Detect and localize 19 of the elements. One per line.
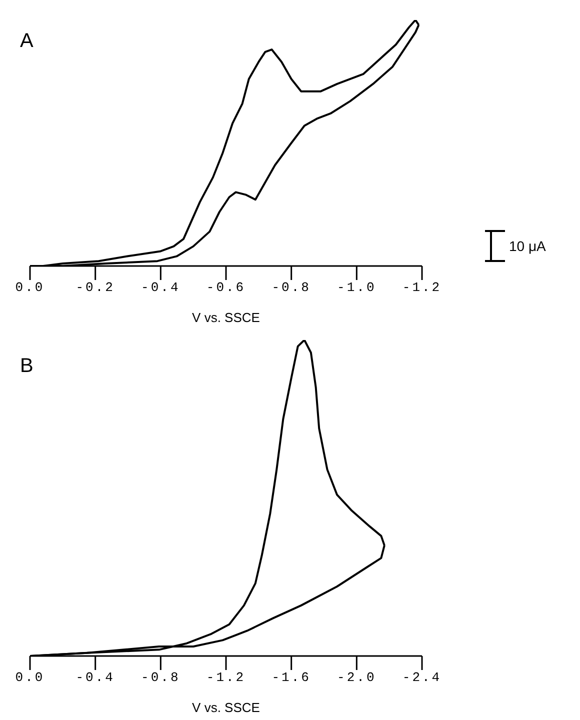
text: B [20,355,34,378]
x-tick-label: -0.4 [76,670,115,686]
text: 10 μA [509,238,546,254]
x-tick-label: 0.0 [15,670,45,686]
x-tick-label: -0.4 [141,280,180,296]
x-tick-label: -0.8 [141,670,180,686]
x-tick-label: -0.8 [272,280,311,296]
text: A [20,30,34,54]
x-tick-label: -2.0 [337,670,376,686]
x-tick-label: 0.0 [15,280,45,296]
x-tick-label: -2.4 [402,670,442,686]
x-axis-title: V vs. SSCE [192,310,260,325]
x-tick-label: -1.2 [206,670,246,686]
x-tick-label: -0.6 [206,280,246,296]
x-tick-label: -1.6 [272,670,311,686]
x-tick-label: -1.2 [402,280,442,296]
x-axis-title: V vs. SSCE [192,700,260,715]
x-tick-label: -1.0 [337,280,376,296]
x-tick-label: -0.2 [76,280,115,296]
